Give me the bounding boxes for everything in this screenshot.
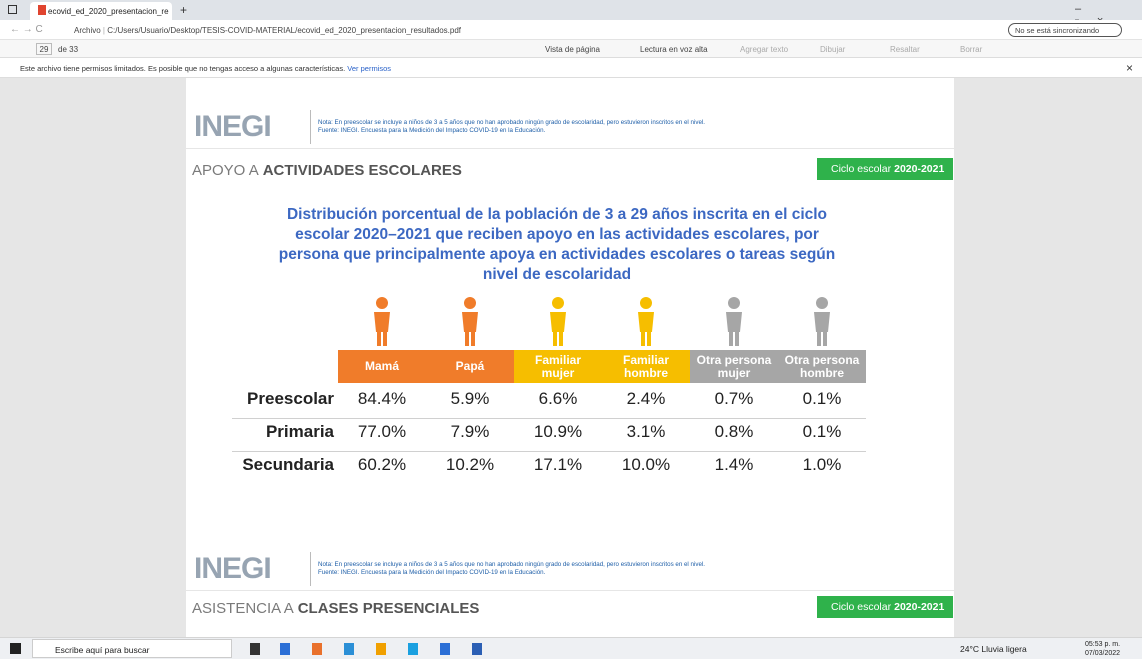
- icon-papa: [462, 297, 478, 346]
- icon-mama: [374, 297, 390, 346]
- inegi-logo: INEGI: [194, 552, 271, 586]
- column-header: Familiar hombre: [602, 350, 690, 383]
- cell-value: 6.6%: [514, 389, 602, 409]
- draw-button[interactable]: Dibujar: [820, 45, 845, 54]
- source: Fuente: INEGI. Encuesta para la Medición…: [318, 569, 878, 577]
- column-header: Papá: [426, 350, 514, 383]
- tab-bar: ecovid_ed_2020_presentacion_re + –▫×: [0, 0, 1142, 20]
- badge-bold: 2020-2021: [894, 163, 944, 175]
- info-link[interactable]: Ver permisos: [347, 64, 391, 73]
- separator: [186, 148, 954, 149]
- row-label: Secundaria: [232, 455, 334, 475]
- icon-familiar-hombre: [638, 297, 654, 346]
- cell-value: 17.1%: [514, 455, 602, 475]
- note: Nota: En preescolar se incluye a niños d…: [318, 119, 878, 127]
- pdf-icon: [38, 5, 46, 15]
- row-separator: [232, 451, 866, 452]
- close-info[interactable]: ×: [1126, 61, 1133, 75]
- badge-light: Ciclo escolar: [831, 601, 891, 613]
- new-tab[interactable]: +: [180, 3, 187, 17]
- row-label: Preescolar: [232, 389, 334, 409]
- info-bar: Este archivo tiene permisos limitados. E…: [0, 58, 1142, 78]
- page-input[interactable]: 29: [36, 43, 52, 55]
- page-number: 29: [40, 45, 49, 54]
- column-header: Otra persona hombre: [778, 350, 866, 383]
- add-text-button[interactable]: Agregar texto: [740, 45, 788, 54]
- clock[interactable]: 05:53 p. m.07/03/2022: [1085, 640, 1120, 658]
- section-title-light: ASISTENCIA A: [192, 600, 294, 617]
- view-button[interactable]: Vista de página: [545, 45, 600, 54]
- section-title-light: APOYO A: [192, 162, 259, 179]
- cell-value: 0.7%: [690, 389, 778, 409]
- source: Fuente: INEGI. Encuesta para la Medición…: [318, 127, 878, 135]
- page-count: de 33: [58, 45, 78, 54]
- pdf-toolbar: 29 de 33 Vista de página Lectura en voz …: [0, 40, 1142, 58]
- cell-value: 60.2%: [338, 455, 426, 475]
- cell-value: 0.8%: [690, 422, 778, 442]
- row-separator: [232, 418, 866, 419]
- icon-familiar-mujer: [550, 297, 566, 346]
- screen: ecovid_ed_2020_presentacion_re + –▫× ← →…: [0, 0, 1142, 659]
- note-block: Nota: En preescolar se incluye a niños d…: [318, 561, 878, 577]
- cell-value: 3.1%: [602, 422, 690, 442]
- info-message-line: Este archivo tiene permisos limitados. E…: [20, 64, 391, 73]
- pinned-apps[interactable]: [250, 643, 500, 655]
- inegi-logo: INEGI: [194, 110, 271, 144]
- cell-value: 77.0%: [338, 422, 426, 442]
- cell-value: 0.1%: [778, 389, 866, 409]
- cell-value: 84.4%: [338, 389, 426, 409]
- person-icons: [338, 296, 866, 348]
- cell-value: 10.0%: [602, 455, 690, 475]
- sync-button[interactable]: No se está sincronizando: [1008, 23, 1122, 37]
- cell-value: 0.1%: [778, 422, 866, 442]
- section-title-bold: ACTIVIDADES ESCOLARES: [263, 162, 462, 179]
- info-message: Este archivo tiene permisos limitados. E…: [20, 64, 345, 73]
- time: 05:53 p. m.: [1085, 640, 1120, 649]
- start-button[interactable]: [10, 643, 21, 654]
- separator: [186, 590, 954, 591]
- badge-light: Ciclo escolar: [831, 163, 891, 175]
- column-header: Mamá: [338, 350, 426, 383]
- highlight-button[interactable]: Resaltar: [890, 45, 920, 54]
- cell-value: 10.9%: [514, 422, 602, 442]
- section-title-bold: CLASES PRESENCIALES: [298, 600, 480, 617]
- divider: [310, 552, 311, 586]
- column-header: Otra persona mujer: [690, 350, 778, 383]
- erase-button[interactable]: Borrar: [960, 45, 982, 54]
- cell-value: 1.0%: [778, 455, 866, 475]
- badge-bold: 2020-2021: [894, 601, 944, 613]
- cell-value: 2.4%: [602, 389, 690, 409]
- tab[interactable]: ecovid_ed_2020_presentacion_re: [30, 2, 172, 20]
- column-header: Familiar mujer: [514, 350, 602, 383]
- sync-status: No se está sincronizando: [1015, 26, 1099, 35]
- note: Nota: En preescolar se incluye a niños d…: [318, 561, 878, 569]
- cell-value: 7.9%: [426, 422, 514, 442]
- search-placeholder: Escribe aquí para buscar: [55, 645, 150, 655]
- chart-title: Distribución porcentual de la población …: [270, 205, 844, 285]
- nav-buttons[interactable]: ← → C: [10, 24, 43, 35]
- row-label: Primaria: [232, 422, 334, 442]
- date: 07/03/2022: [1085, 649, 1120, 658]
- read-aloud-button[interactable]: Lectura en voz alta: [640, 45, 708, 54]
- address-prefix: Archivo: [74, 26, 101, 35]
- weather[interactable]: 24°C Lluvia ligera: [960, 644, 1027, 654]
- icon-otra-hombre: [814, 297, 830, 346]
- icon-otra-mujer: [726, 297, 742, 346]
- tab-title: ecovid_ed_2020_presentacion_re: [48, 7, 169, 16]
- note-block: Nota: En preescolar se incluye a niños d…: [318, 119, 878, 135]
- address-bar: ← → C Archivo | C:/Users/Usuario/Desktop…: [0, 20, 1142, 40]
- taskbar: Escribe aquí para buscar 24°C Lluvia lig…: [0, 637, 1142, 659]
- cell-value: 1.4%: [690, 455, 778, 475]
- cell-value: 5.9%: [426, 389, 514, 409]
- cell-value: 10.2%: [426, 455, 514, 475]
- search-box[interactable]: Escribe aquí para buscar: [32, 639, 232, 658]
- address-url: C:/Users/Usuario/Desktop/TESIS-COVID-MAT…: [107, 26, 461, 35]
- tab-actions[interactable]: [8, 5, 17, 14]
- divider: [310, 110, 311, 144]
- address[interactable]: Archivo | C:/Users/Usuario/Desktop/TESIS…: [74, 26, 461, 35]
